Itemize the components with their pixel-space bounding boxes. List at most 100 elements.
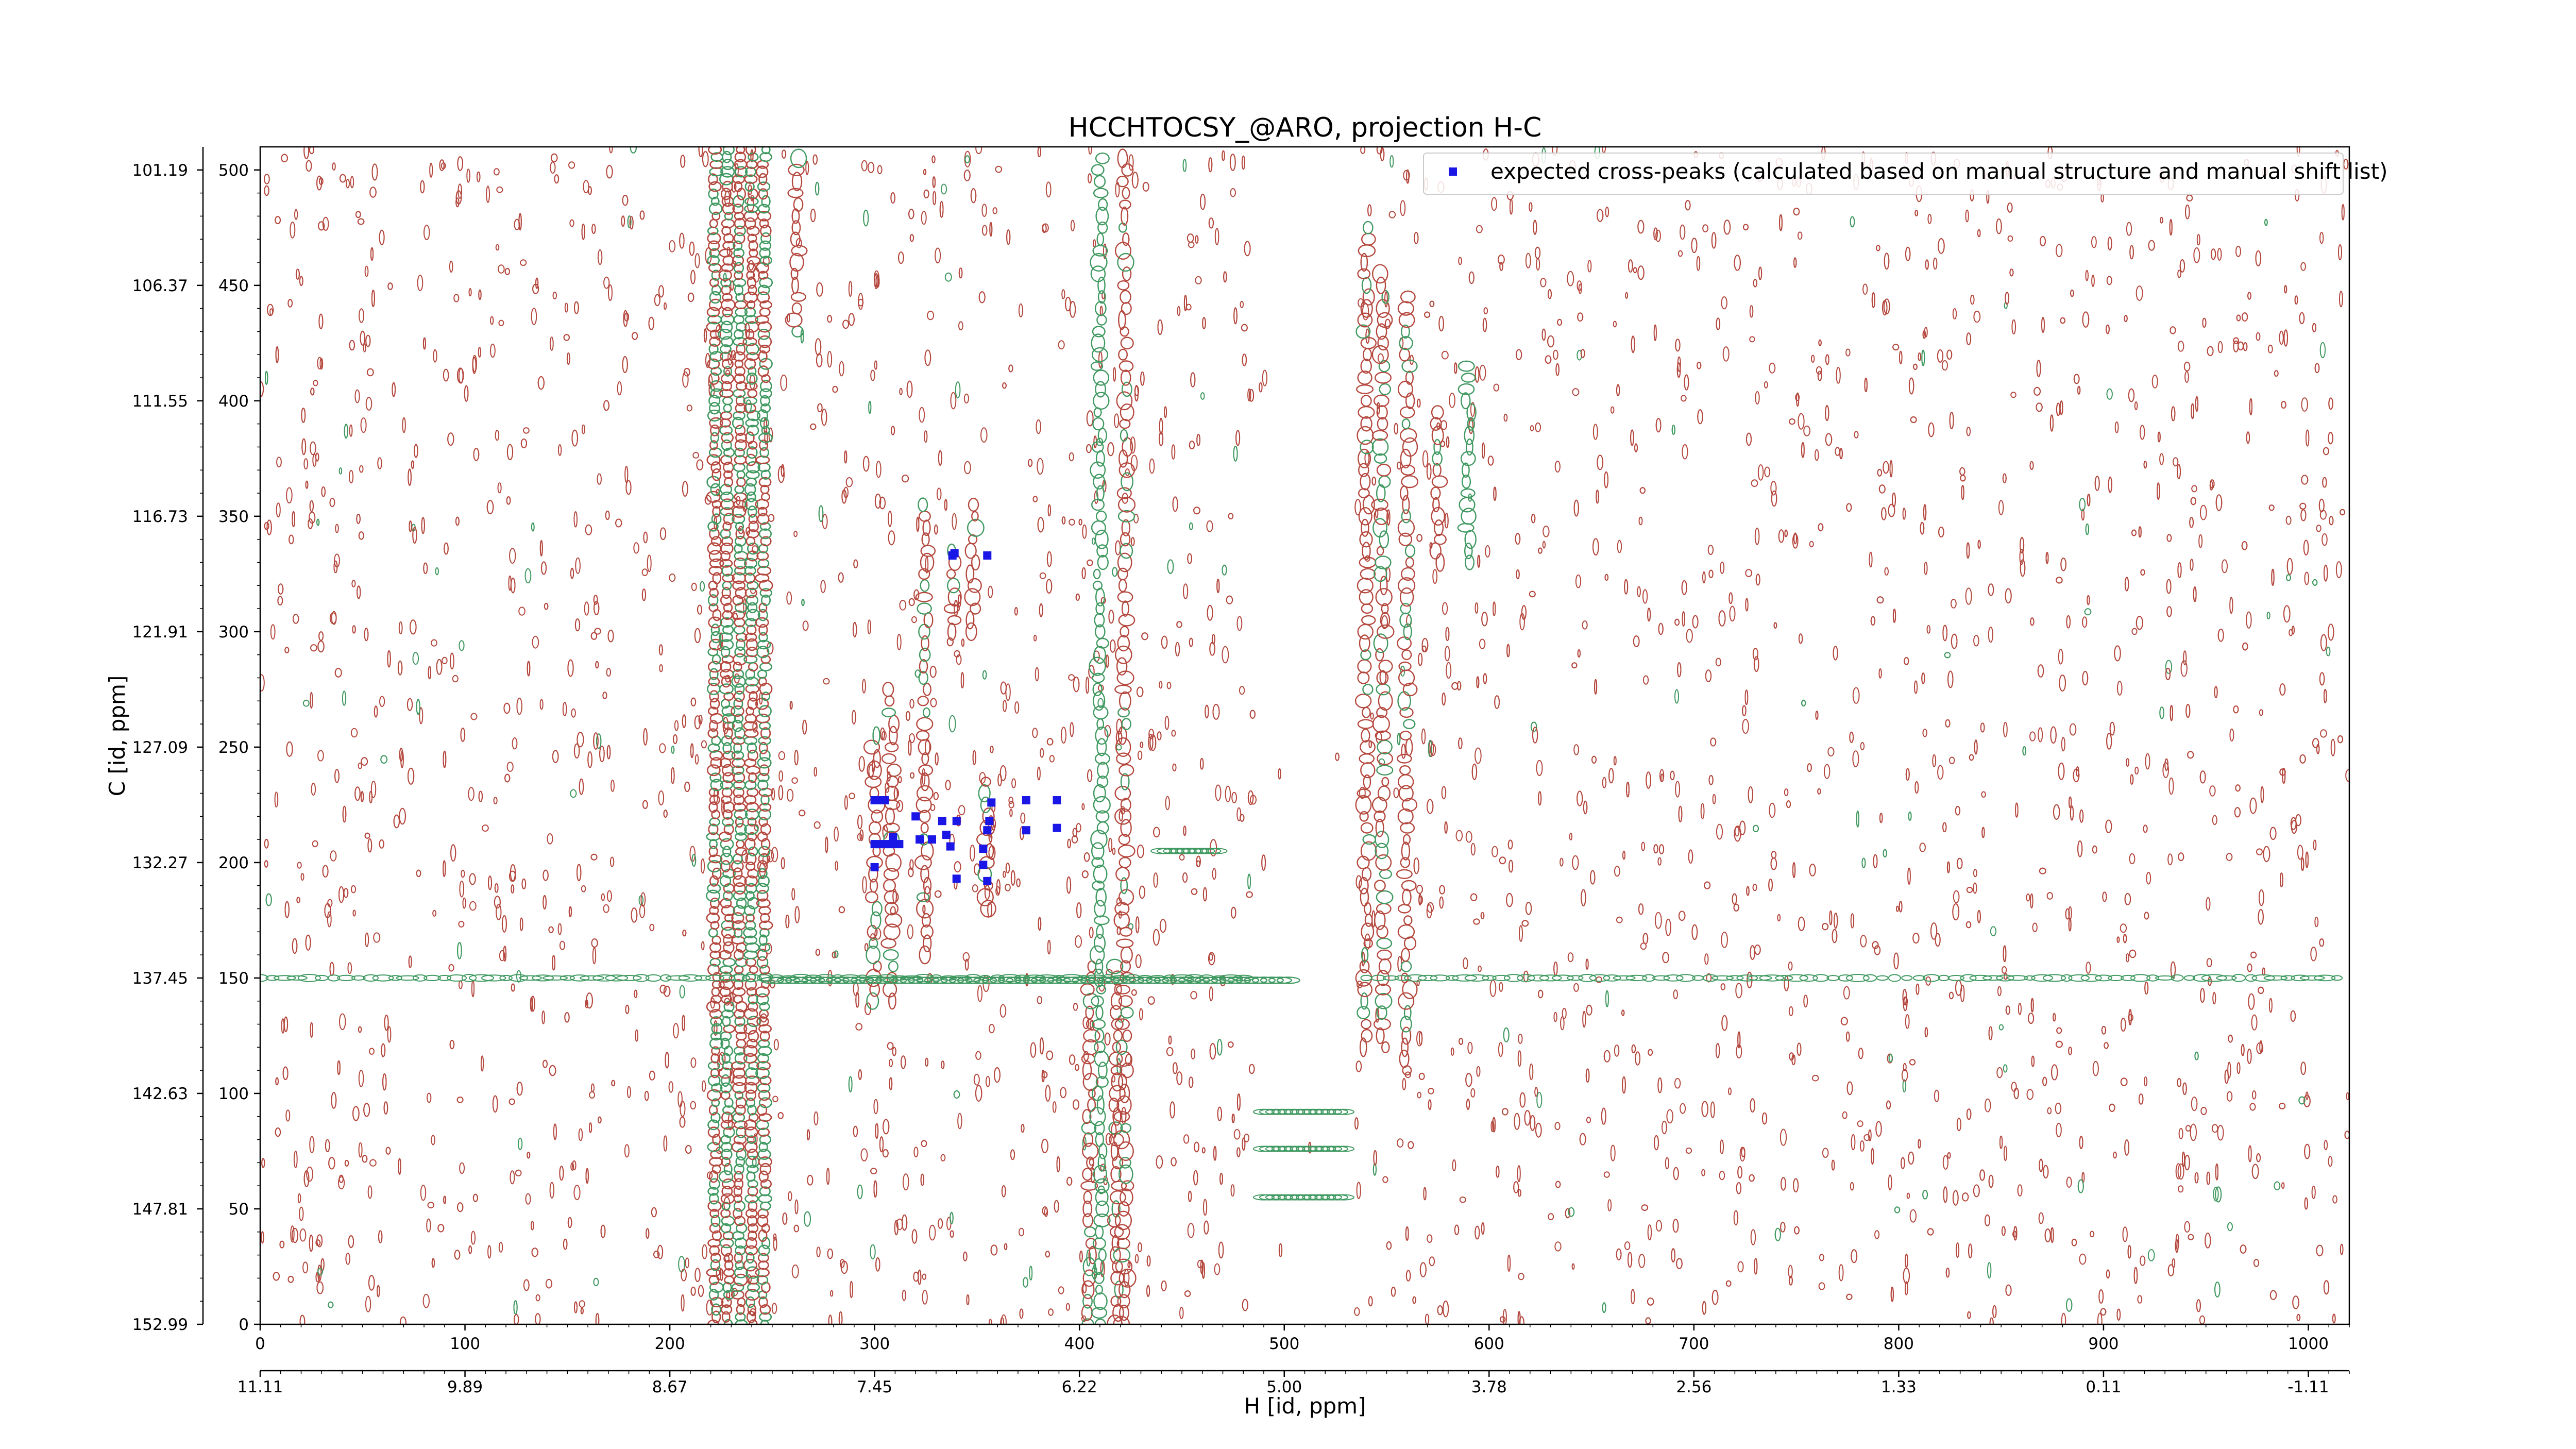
contour: [2199, 770, 2206, 784]
contour: [1638, 516, 1643, 526]
contour: [1850, 1182, 1854, 1191]
contour: [1046, 551, 1052, 567]
contour: [1540, 278, 1547, 288]
contour: [346, 179, 350, 189]
contour: [894, 1220, 899, 1236]
contour: [398, 1158, 401, 1175]
contour: [537, 376, 545, 390]
contour: [591, 938, 598, 948]
contour: [527, 661, 531, 677]
contour: [1081, 870, 1089, 879]
contour: [365, 334, 371, 347]
contour: [1614, 866, 1620, 877]
contour: [647, 554, 652, 572]
contour: [383, 1101, 388, 1115]
contour: [814, 821, 821, 829]
contour: [1514, 1113, 1520, 1130]
contour: [1592, 424, 1598, 440]
contour: [1743, 224, 1749, 231]
contour: [1700, 803, 1705, 819]
contour: [1518, 1273, 1524, 1280]
contour: [908, 598, 915, 606]
contour: [2227, 1222, 2233, 1232]
contour: [2224, 1069, 2229, 1084]
contour: [2165, 660, 2173, 674]
contour: [1876, 596, 1884, 604]
contour: [1354, 1307, 1360, 1316]
contour: [1721, 931, 1728, 948]
contour: [1416, 980, 1420, 986]
contour: [2134, 766, 2139, 775]
contour: [2151, 375, 2158, 389]
contour: [1746, 432, 1752, 446]
contour: [2184, 1221, 2191, 1233]
contour: [2267, 344, 2273, 353]
contour: [2182, 1151, 2185, 1167]
contour: [2217, 1125, 2224, 1141]
contour: [516, 697, 523, 715]
contour: [2194, 1051, 2199, 1060]
contour: [1616, 916, 1623, 923]
contour: [1068, 674, 1075, 681]
contour: [1183, 1134, 1190, 1144]
contour: [1228, 513, 1234, 519]
contour: [523, 1279, 530, 1291]
contour: [299, 1206, 304, 1221]
contour: [1918, 1139, 1921, 1149]
contour: [2198, 534, 2203, 548]
contour: [357, 585, 361, 599]
contour: [2229, 597, 2233, 614]
contour: [1091, 1168, 1095, 1184]
contour: [1216, 579, 1220, 593]
contour: [990, 1244, 998, 1256]
contour: [1075, 935, 1082, 948]
contour: [499, 950, 505, 962]
contour: [1046, 738, 1054, 746]
chart-title: HCCHTOCSY_@ARO, projection H-C: [1069, 112, 1542, 143]
contour: [617, 381, 622, 396]
contour: [1553, 349, 1558, 360]
contour: [1967, 1311, 1971, 1319]
contour: [1402, 1078, 1406, 1090]
contour: [571, 708, 576, 718]
contour: [371, 290, 375, 307]
contour: [1112, 567, 1118, 577]
contour: [1506, 644, 1510, 658]
contour: [2143, 461, 2147, 469]
contour: [318, 221, 325, 231]
contour: [1951, 599, 1957, 609]
contour: [309, 147, 314, 155]
contour: [1139, 1008, 1143, 1021]
contour: [1851, 1134, 1856, 1151]
contour: [1153, 872, 1158, 888]
contour: [1429, 300, 1435, 307]
contour: [387, 1026, 392, 1043]
contour: [1956, 1242, 1960, 1258]
contour: [1712, 794, 1716, 804]
contour: [1577, 649, 1581, 658]
contour: [2297, 845, 2303, 860]
contour: [1809, 864, 1816, 877]
contour: [2073, 374, 2080, 384]
contour: [2159, 706, 2164, 719]
contour: [1241, 324, 1248, 332]
contour: [2258, 986, 2264, 995]
contour: [1998, 500, 2004, 515]
contour: [1230, 1184, 1235, 1197]
contour: [1637, 265, 1645, 280]
contour: [1019, 1227, 1024, 1237]
contour: [1952, 903, 1960, 921]
contour: [339, 1013, 346, 1030]
contour: [358, 762, 363, 769]
contour: [852, 710, 856, 725]
contour: [1903, 1267, 1910, 1284]
contour: [2209, 481, 2213, 491]
contour: [1822, 923, 1829, 931]
contour: [412, 527, 417, 544]
contour: [901, 1055, 906, 1069]
contour: [1458, 257, 1463, 265]
contour: [408, 468, 412, 486]
contour: [338, 1174, 344, 1183]
contour: [1583, 800, 1588, 815]
contour: [829, 1290, 834, 1297]
